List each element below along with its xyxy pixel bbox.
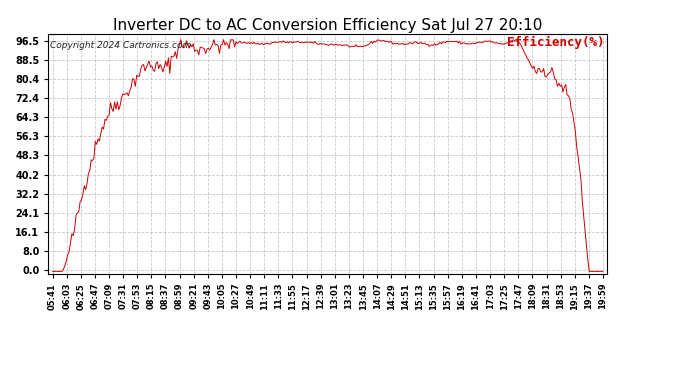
- Title: Inverter DC to AC Conversion Efficiency Sat Jul 27 20:10: Inverter DC to AC Conversion Efficiency …: [113, 18, 542, 33]
- Text: Efficiency(%): Efficiency(%): [507, 36, 604, 49]
- Text: Copyright 2024 Cartronics.com: Copyright 2024 Cartronics.com: [50, 41, 191, 50]
